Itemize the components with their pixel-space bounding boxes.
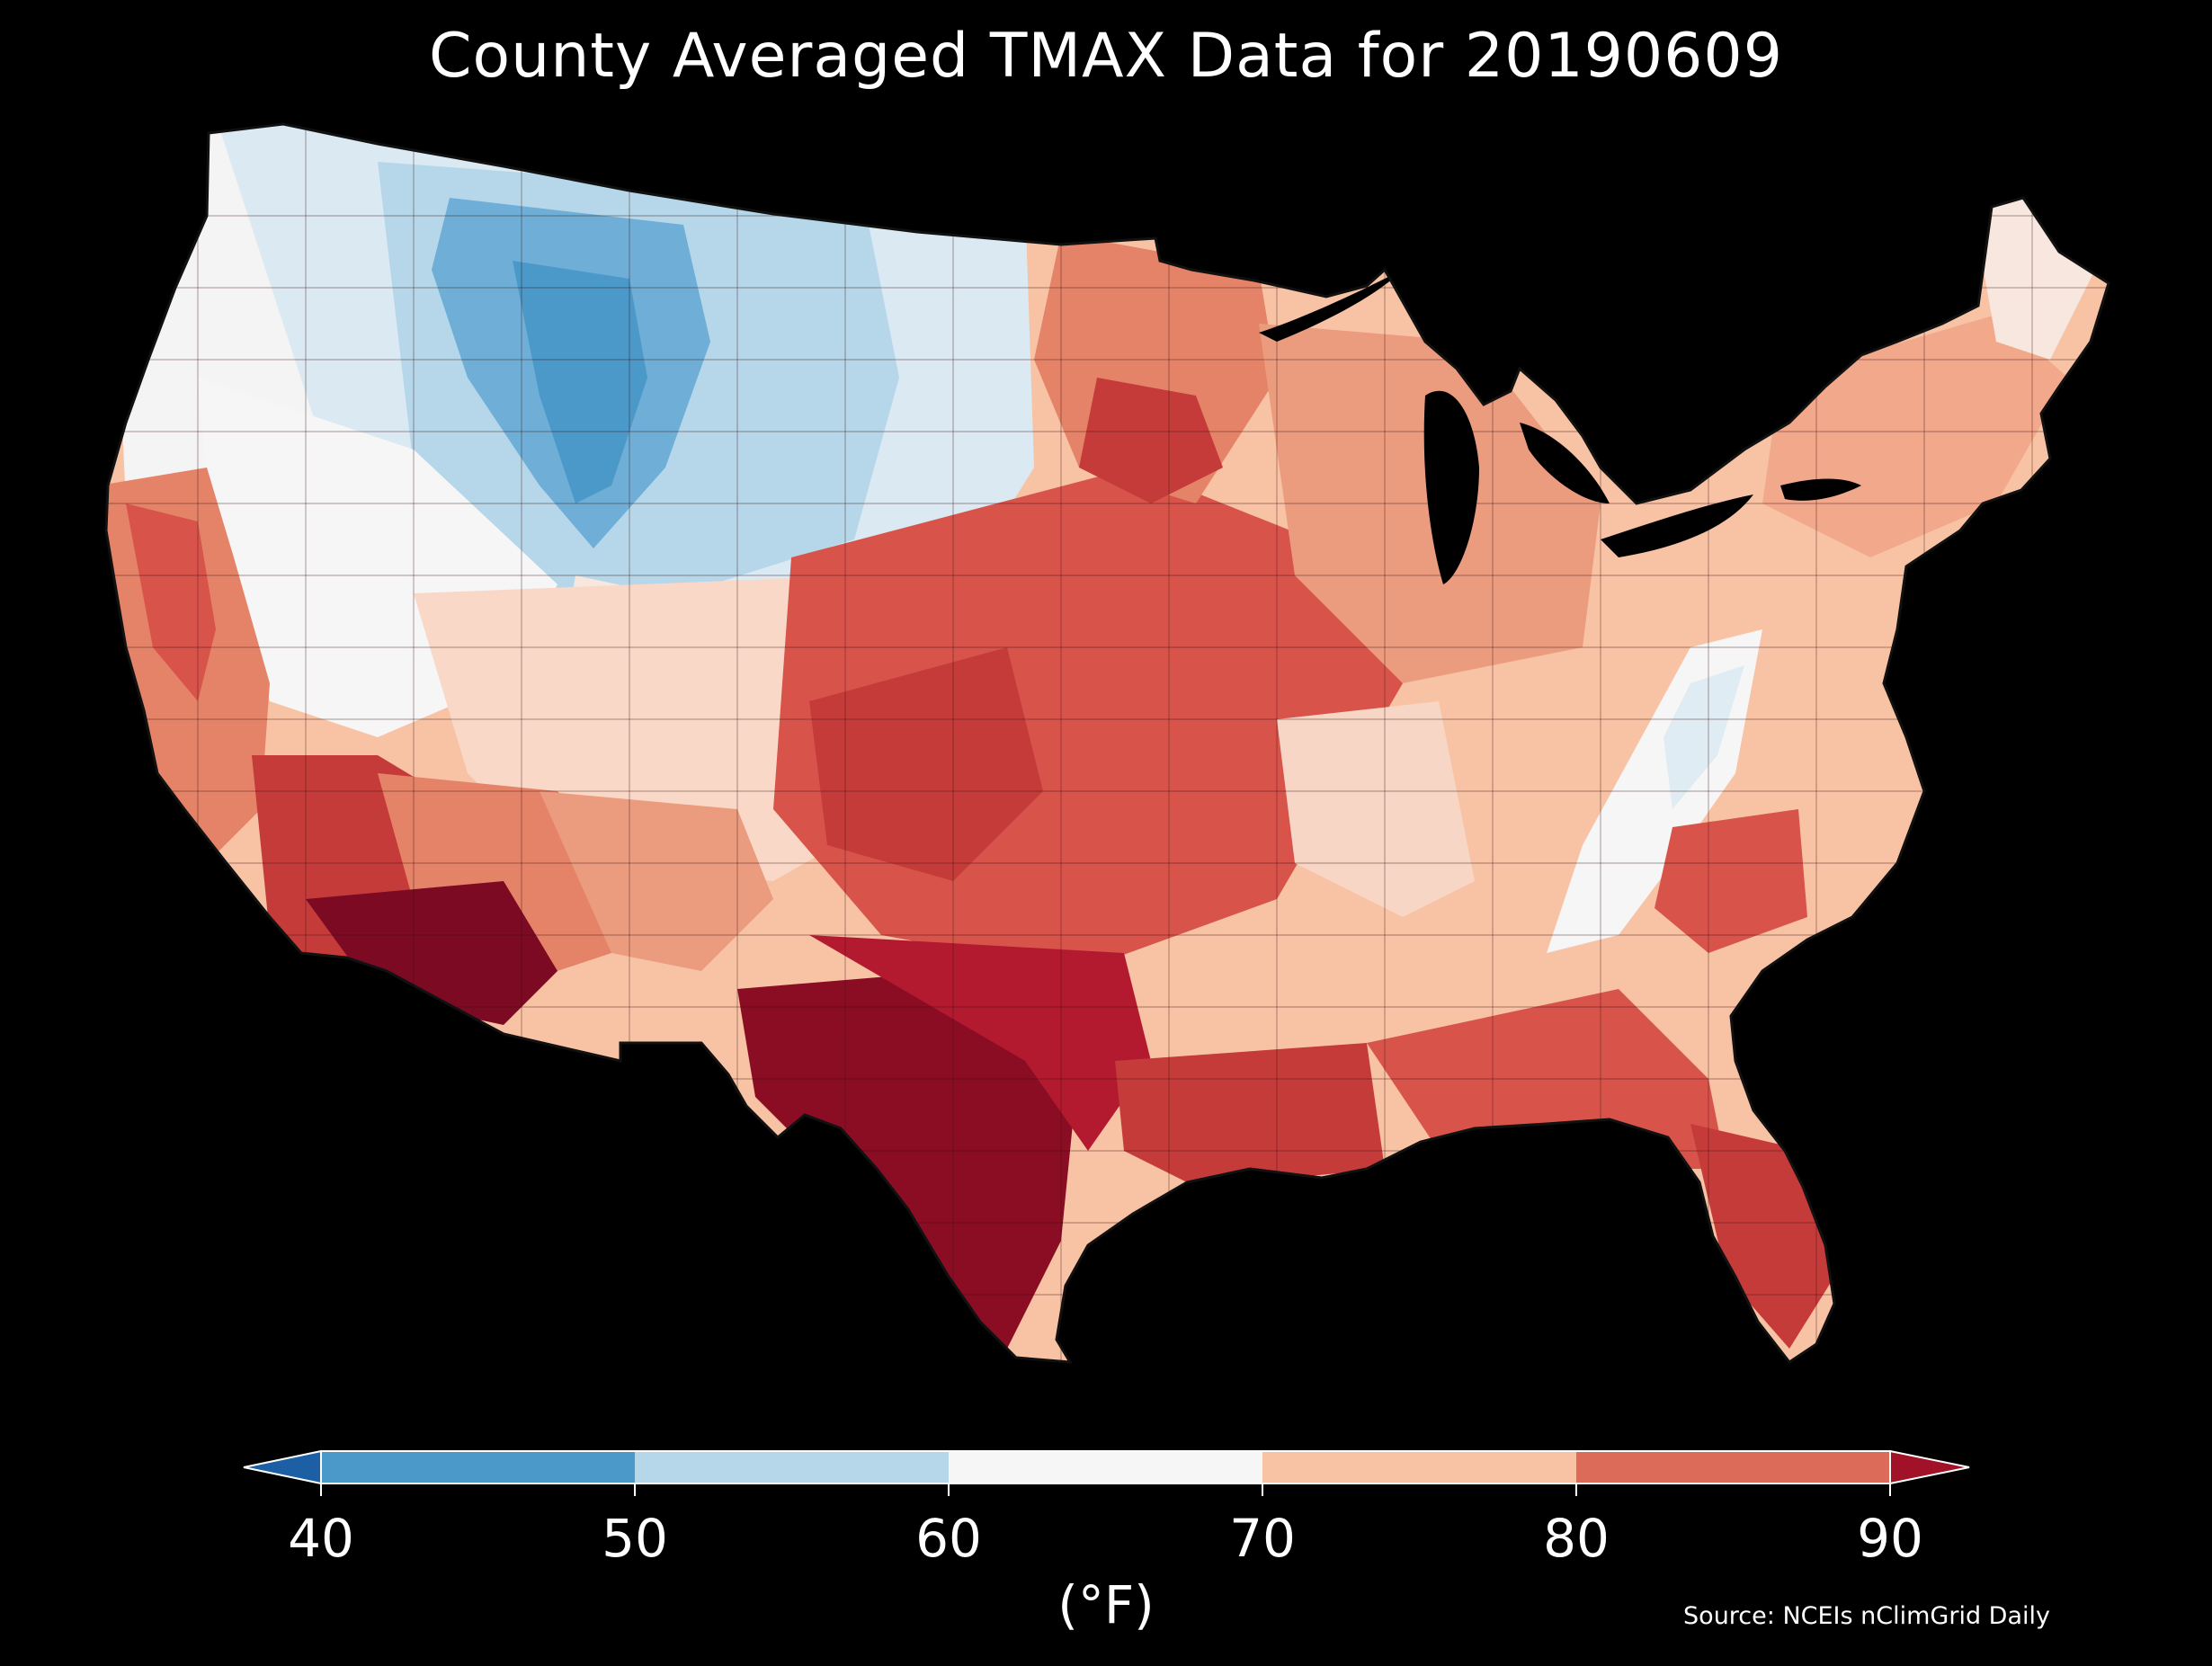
colorbar-unit-label: (°F) (1057, 1574, 1155, 1635)
colorbar-extend-low (243, 1449, 322, 1485)
colorbar-tick-label: 50 (602, 1508, 668, 1569)
map-title: County Averaged TMAX Data for 20190609 (429, 21, 1783, 92)
colorbar-tick-label: 60 (915, 1508, 982, 1569)
colorbar-frame (320, 1450, 1891, 1484)
source-note: Source: NCEIs nClimGrid Daily (1683, 1602, 2050, 1630)
colorbar-bin-50-60 (635, 1451, 949, 1483)
temperature-fill (106, 124, 2109, 1362)
us-outline (104, 122, 2110, 1365)
colorbar-tick-label: 70 (1229, 1508, 1296, 1569)
colorbar-extend-high (1889, 1449, 1970, 1485)
colorbar (243, 1449, 1970, 1496)
colorbar-bin-80-90 (1576, 1451, 1890, 1483)
colorbar-tick-label: 90 (1857, 1508, 1923, 1569)
colorbar-bin-60-70 (949, 1451, 1262, 1483)
colorbar-bin-70-80 (1262, 1451, 1576, 1483)
colorbar-bin-40-50 (321, 1451, 635, 1483)
colorbar-ticks (320, 1483, 1891, 1496)
colorbar-tick-label: 40 (288, 1508, 354, 1569)
colorbar-tick-label: 80 (1543, 1508, 1610, 1569)
great-lakes (1259, 270, 1861, 584)
